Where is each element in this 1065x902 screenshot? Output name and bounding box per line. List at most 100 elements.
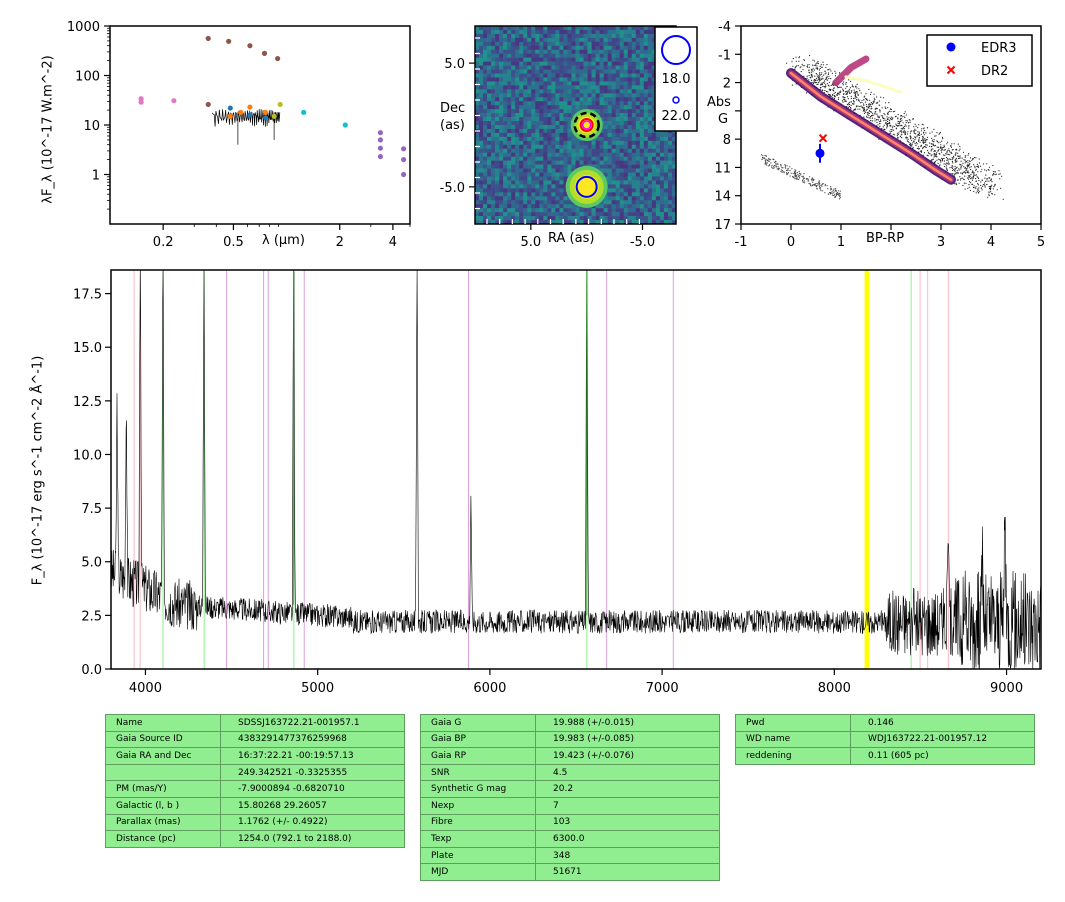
cutout-pixel — [607, 180, 612, 185]
cutout-pixel — [519, 117, 524, 122]
cmd-background-star — [922, 139, 924, 141]
cutout-pixel — [503, 200, 508, 205]
cmd-background-star — [799, 67, 801, 69]
cutout-pixel — [595, 204, 600, 209]
cmd-ytick-label: -4 — [718, 20, 731, 35]
cmd-background-star — [871, 117, 874, 119]
cutout-pixel — [547, 101, 552, 106]
cmd-background-star — [986, 180, 988, 182]
cmd-background-star — [842, 88, 844, 90]
cutout-pixel — [499, 93, 504, 98]
cmd-background-star — [848, 103, 851, 106]
cutout-pixel — [479, 101, 484, 106]
cutout-pixel — [519, 77, 524, 82]
cutout-pixel — [575, 156, 580, 161]
cutout-pixel — [579, 152, 584, 157]
spectrum-ytick-label: 10.0 — [73, 448, 102, 463]
cmd-background-star — [821, 76, 823, 78]
cmd-background-star — [839, 86, 841, 88]
cutout-pixel — [531, 61, 536, 66]
cutout-pixel — [523, 176, 528, 181]
cutout-pixel — [499, 69, 504, 74]
cutout-pixel — [523, 204, 528, 209]
cutout-pixel — [567, 200, 572, 205]
cmd-background-star — [869, 117, 871, 119]
cmd-background-star — [847, 104, 849, 106]
cmd-background-star — [942, 138, 944, 140]
cmd-background-star — [946, 153, 948, 155]
cutout-pixel — [559, 29, 564, 35]
cutout-pixel — [599, 93, 604, 98]
cutout-pixel — [483, 85, 488, 90]
cutout-pixel — [591, 156, 596, 161]
cutout-pixel — [571, 77, 576, 82]
cmd-background-star — [903, 112, 905, 115]
cutout-pixel — [635, 57, 641, 62]
cmd-background-star — [908, 119, 910, 121]
cmd-wd-star — [837, 190, 840, 192]
cutout-pixel — [647, 49, 653, 55]
cmd-background-star — [878, 115, 880, 117]
table-row: Gaia RA and Dec 16:37:22.21 -00:19:57.13 — [105, 747, 405, 765]
cmd-background-star — [984, 169, 986, 171]
cmd-background-star — [980, 181, 982, 183]
cmd-background-star — [940, 146, 942, 148]
cmd-background-star — [909, 121, 911, 123]
cmd-background-star — [900, 130, 902, 132]
cutout-pixel — [483, 204, 488, 209]
cutout-pixel — [555, 85, 560, 90]
cutout-pixel — [519, 212, 524, 217]
cutout-pixel — [515, 192, 520, 197]
cutout-pixel — [515, 53, 520, 58]
cutout-pixel — [599, 204, 604, 209]
cutout-pixel — [487, 144, 492, 150]
cmd-background-star — [843, 99, 846, 101]
cmd-background-star — [977, 166, 979, 169]
cutout-pixel — [499, 184, 504, 189]
cutout-pixel — [619, 93, 625, 98]
cutout-pixel — [607, 168, 612, 173]
cmd-background-star — [825, 84, 827, 86]
sed-ytick-label: 1 — [92, 169, 100, 184]
cmd-background-star — [953, 155, 955, 157]
cutout-pixel — [551, 200, 556, 205]
cmd-background-star — [977, 189, 979, 191]
cutout-pixel — [599, 65, 604, 70]
cmd-background-star — [819, 74, 821, 76]
cutout-pixel — [627, 140, 633, 146]
cutout-pixel — [655, 184, 661, 189]
cutout-pixel — [635, 65, 641, 70]
cmd-background-star — [899, 115, 902, 117]
cutout-pixel — [487, 41, 492, 47]
cutout-pixel — [623, 65, 629, 70]
sed-point — [261, 50, 268, 56]
cutout-pixel — [543, 204, 548, 209]
cutout-pixel — [587, 212, 592, 217]
cmd-background-star — [842, 83, 844, 85]
cutout-pixel — [555, 26, 560, 31]
cmd-background-star — [888, 102, 890, 104]
cutout-pixel — [635, 105, 641, 110]
cutout-pixel — [643, 57, 649, 62]
cmd-background-star — [971, 172, 973, 174]
sed-xlabel: λ (μm) — [262, 233, 305, 248]
cutout-pixel — [571, 45, 576, 51]
cutout-pixel — [495, 57, 500, 62]
cutout-pixel — [515, 212, 520, 217]
cutout-pixel — [635, 69, 641, 74]
cmd-background-star — [934, 135, 936, 137]
cutout-pixel — [527, 65, 532, 70]
cmd-background-star — [818, 80, 820, 82]
cutout-pixel — [639, 73, 645, 78]
cutout-pixel — [487, 188, 492, 193]
cutout-pixel — [623, 41, 629, 47]
cutout-pixel — [631, 144, 637, 150]
cutout-pixel — [507, 33, 512, 39]
sed-point — [171, 98, 177, 104]
cutout-pixel — [543, 29, 548, 35]
cutout-pixel — [567, 117, 572, 122]
cmd-background-star — [810, 77, 812, 79]
cutout-pixel — [547, 128, 552, 134]
cutout-pixel — [623, 45, 629, 51]
cmd-background-star — [813, 79, 816, 81]
